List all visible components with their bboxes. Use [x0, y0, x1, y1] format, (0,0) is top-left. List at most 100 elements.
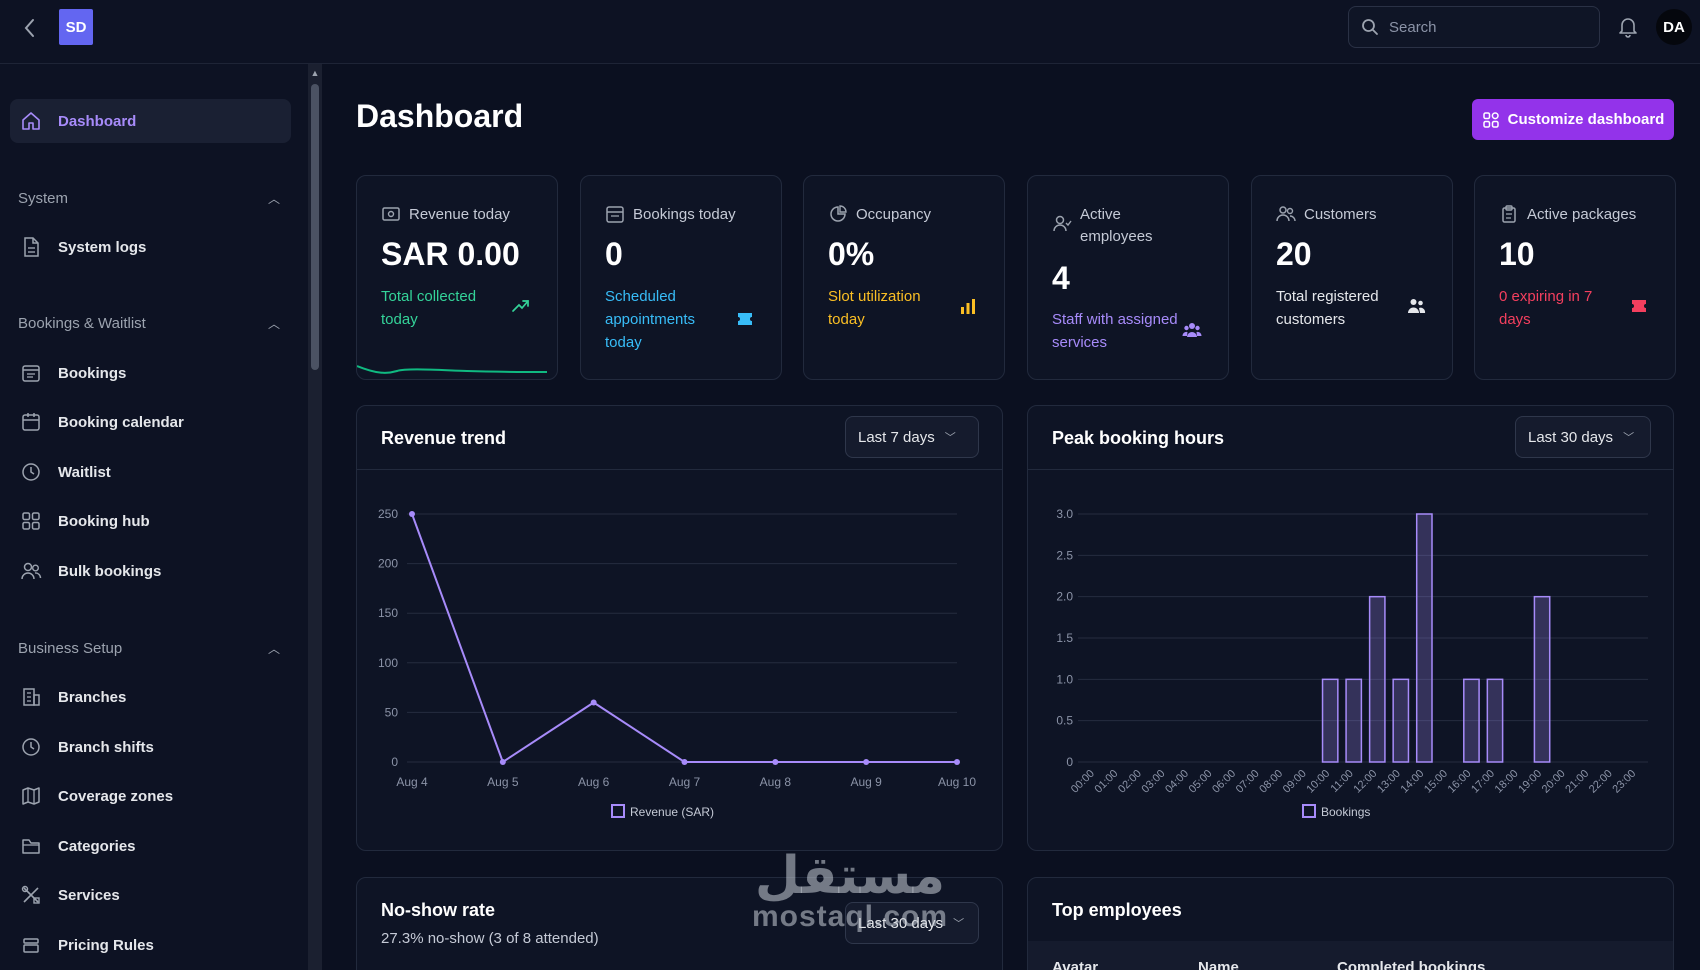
ticket-red-icon	[1632, 300, 1646, 312]
stat-label: Active packages	[1527, 206, 1637, 223]
map-icon	[22, 787, 40, 805]
panel-title: Revenue trend	[381, 428, 507, 448]
x-tick-label: 23:00	[1610, 768, 1638, 796]
column-header-completed[interactable]: Completed bookings	[1337, 959, 1486, 970]
y-tick-label: 3.0	[1056, 507, 1073, 521]
users-icon	[1276, 206, 1296, 222]
stat-label: Occupancy	[856, 206, 932, 223]
panel-title: No-show rate	[381, 900, 496, 920]
legend-swatch	[611, 804, 625, 818]
stat-subtext: Scheduled appointments today	[605, 288, 696, 351]
sidebar-item-label: Booking calendar	[58, 413, 184, 431]
sidebar-item-system-logs[interactable]: System logs	[10, 225, 291, 269]
users-solid-icon	[1408, 299, 1426, 313]
x-tick-label: 19:00	[1516, 768, 1544, 796]
sidebar-item-services[interactable]: Services	[10, 873, 291, 917]
y-tick-label: 0.5	[1056, 714, 1073, 728]
data-point	[590, 699, 597, 706]
chevron-down-icon: ﹀	[1623, 432, 1635, 444]
sidebar-item-bookings[interactable]: Bookings	[10, 351, 291, 395]
stat-subtext: Slot utilization today	[828, 288, 921, 328]
stat-card-revenue[interactable]: Revenue today SAR 0.00 Total collected t…	[356, 175, 558, 380]
sidebar-item-categories[interactable]: Categories	[10, 824, 291, 868]
bar	[1392, 678, 1410, 763]
x-tick-label: Aug 6	[578, 775, 610, 789]
sidebar-item-label: Services	[58, 886, 120, 904]
bar	[1321, 678, 1339, 763]
section-system[interactable]: System ︿	[18, 185, 280, 211]
peak-range-select[interactable]: Last 30 days ﹀	[1515, 416, 1651, 458]
sidebar-item-label: Coverage zones	[58, 787, 174, 805]
revenue-trend-chart: 0 50 100 150 200 250 Aug 4 Aug 5 Aug 6 Aug 7 Aug 8…	[378, 507, 976, 819]
sidebar-item-booking-calendar[interactable]: Booking calendar	[10, 400, 291, 444]
no-show-range-select[interactable]: Last 30 days ﹀	[845, 902, 979, 944]
app-logo[interactable]: SD	[59, 9, 93, 45]
search-icon	[1362, 19, 1378, 35]
layers-icon	[23, 938, 39, 953]
sidebar-item-label: Waitlist	[58, 463, 111, 481]
notifications-button[interactable]	[1616, 14, 1640, 40]
building-icon	[23, 688, 40, 706]
sidebar-item-dashboard[interactable]: Dashboard	[10, 99, 291, 143]
stat-card-employees[interactable]: Active employees 4 Staff with assigned s…	[1027, 175, 1229, 380]
file-icon	[24, 237, 39, 257]
section-business-setup[interactable]: Business Setup ︿	[18, 635, 280, 661]
y-tick-label: 0	[1066, 755, 1073, 769]
select-value: Last 30 days	[858, 914, 944, 932]
clock-icon	[22, 463, 40, 481]
user-avatar[interactable]: DA	[1656, 9, 1692, 45]
home-icon	[22, 112, 40, 130]
folder-icon	[22, 839, 40, 854]
stat-card-packages[interactable]: Active packages 10 0 expiring in 7 days	[1474, 175, 1676, 380]
sidebar-item-coverage-zones[interactable]: Coverage zones	[10, 774, 291, 818]
column-header-name[interactable]: Name	[1198, 959, 1239, 970]
column-header-avatar[interactable]: Avatar	[1052, 959, 1099, 970]
calendar-list-icon	[22, 365, 40, 382]
y-tick-label: 1.5	[1056, 631, 1073, 645]
sidebar-item-waitlist[interactable]: Waitlist	[10, 450, 291, 494]
search-input[interactable]	[1389, 18, 1589, 36]
x-tick-label: 01:00	[1092, 768, 1120, 796]
bar-chart-icon	[961, 299, 975, 314]
x-tick-label: 06:00	[1210, 768, 1238, 796]
panel-divider	[1028, 469, 1673, 470]
sidebar-item-pricing-rules[interactable]: Pricing Rules	[10, 923, 291, 967]
stat-value: SAR 0.00	[381, 236, 520, 272]
ticket-icon	[738, 313, 752, 325]
sidebar-item-bulk-bookings[interactable]: Bulk bookings	[10, 549, 291, 593]
stat-card-occupancy[interactable]: Occupancy 0% Slot utilization today	[803, 175, 1005, 380]
sidebar-item-booking-hub[interactable]: Booking hub	[10, 499, 291, 543]
sidebar-item-label: Categories	[58, 837, 136, 855]
search-box[interactable]	[1348, 6, 1600, 48]
back-button[interactable]	[18, 14, 42, 42]
x-tick-label: 00:00	[1069, 768, 1097, 796]
panel-divider	[357, 469, 1002, 470]
sidebar-scroll-thumb[interactable]	[311, 84, 319, 370]
y-tick-label: 200	[378, 557, 398, 571]
bar	[1368, 595, 1386, 763]
sidebar-item-branches[interactable]: Branches	[10, 675, 291, 719]
calendar-icon	[606, 206, 624, 223]
panel-title: Top employees	[1052, 900, 1182, 920]
section-label: System	[18, 189, 69, 207]
revenue-sparkline	[357, 365, 548, 374]
data-point	[409, 511, 415, 517]
customize-dashboard-button[interactable]: Customize dashboard	[1472, 99, 1674, 140]
x-tick-label: Aug 7	[669, 775, 701, 789]
trending-up-icon	[512, 300, 529, 312]
pie-chart-icon	[830, 205, 847, 222]
calendar-icon	[22, 413, 40, 431]
scroll-up-arrow-icon[interactable]: ▲	[310, 68, 320, 78]
revenue-range-select[interactable]: Last 7 days ﹀	[845, 416, 979, 458]
sidebar-item-label: Branches	[58, 688, 127, 706]
grid-icon	[22, 512, 40, 530]
table-header	[1028, 941, 1673, 970]
sidebar-item-label: Bulk bookings	[58, 562, 162, 580]
sidebar-item-branch-shifts[interactable]: Branch shifts	[10, 725, 291, 769]
section-bookings-waitlist[interactable]: Bookings & Waitlist ︿	[18, 310, 280, 336]
stat-subtext: Total collected today	[381, 288, 477, 328]
y-tick-label: 100	[378, 656, 398, 670]
stat-subtext: Total registered customers	[1276, 288, 1379, 328]
stat-card-customers[interactable]: Customers 20 Total registered customers	[1251, 175, 1453, 380]
stat-card-bookings[interactable]: Bookings today 0 Scheduled appointments …	[580, 175, 782, 380]
